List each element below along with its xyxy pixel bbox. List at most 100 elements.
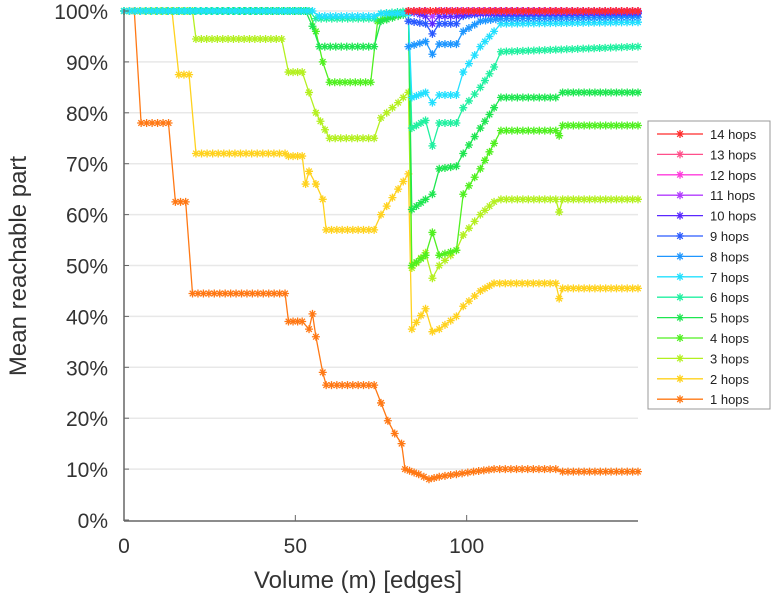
data-point [606,18,615,27]
legend-item: 13 hops [657,147,757,162]
legend-label: 4 hops [710,331,750,346]
data-point [387,9,396,18]
data-point [584,44,593,53]
data-point [333,14,342,23]
data-point [535,126,544,135]
data-point [321,125,330,134]
data-point [348,14,357,23]
data-point [523,465,532,474]
data-point [557,19,566,28]
data-point [546,14,555,23]
data-point [448,7,457,15]
data-point [551,195,560,204]
data-point [464,181,473,190]
data-point [568,45,577,54]
data-point [590,195,599,204]
y-tick-label: 100% [54,1,108,24]
data-point [480,37,489,46]
data-point [459,230,468,239]
legend-label: 9 hops [710,229,750,244]
data-point [297,7,306,15]
data-point [530,7,539,15]
data-point [574,195,583,204]
data-point [394,12,403,21]
data-point [412,202,421,211]
data-point [584,18,593,27]
data-point [176,197,185,206]
data-point [453,7,462,15]
data-point [435,472,444,481]
data-point [529,46,538,55]
data-point [607,284,616,293]
data-point [552,7,561,15]
data-point [524,14,533,23]
data-point [421,12,430,21]
data-point [535,7,544,15]
data-point [404,169,413,178]
data-point [569,467,578,476]
data-point [628,7,637,15]
data-point [513,19,522,28]
data-point [551,19,560,28]
data-point [470,292,479,301]
data-point [676,293,684,302]
data-point [676,374,684,383]
data-point [490,139,499,148]
data-point [546,279,555,288]
data-point [407,93,416,102]
data-point [524,19,533,28]
data-point [452,246,461,255]
data-point [174,70,183,79]
data-point [502,14,511,23]
data-point [541,7,550,15]
data-point [480,206,489,215]
data-point [137,118,146,127]
data-point [142,7,151,15]
data-point [480,284,489,293]
data-point [540,14,549,23]
legend-item: 12 hops [657,168,757,183]
data-point [495,465,504,474]
data-point [518,14,527,23]
data-point [518,19,527,28]
data-point [359,225,368,234]
data-point [596,195,605,204]
y-tick-label: 40% [66,306,108,329]
data-point [470,173,479,182]
data-point [612,18,621,27]
data-point [338,381,347,390]
data-point [574,121,583,130]
data-point [476,124,485,133]
data-point [416,118,425,127]
data-point [364,134,373,143]
data-point [612,195,621,204]
data-point [169,7,178,15]
data-point [634,88,642,97]
data-point [407,261,416,270]
data-point [242,149,251,158]
data-point [491,15,500,24]
data-point [634,284,642,293]
data-point [551,126,560,135]
data-point [322,381,331,390]
data-point [507,195,516,204]
series-2-hops [120,7,642,336]
data-point [485,281,494,290]
data-point [676,354,684,363]
data-point [342,12,351,21]
data-point [343,381,352,390]
data-point [410,468,419,477]
data-point [596,88,605,97]
data-point [628,195,637,204]
data-point [459,103,468,112]
data-point [513,14,522,23]
data-point [524,93,533,102]
data-point [459,302,468,311]
data-point [171,197,180,206]
data-point [343,225,352,234]
data-point [464,297,473,306]
data-point [388,13,397,22]
data-point [601,88,610,97]
y-tick-label: 70% [66,154,108,177]
data-point [464,224,473,233]
